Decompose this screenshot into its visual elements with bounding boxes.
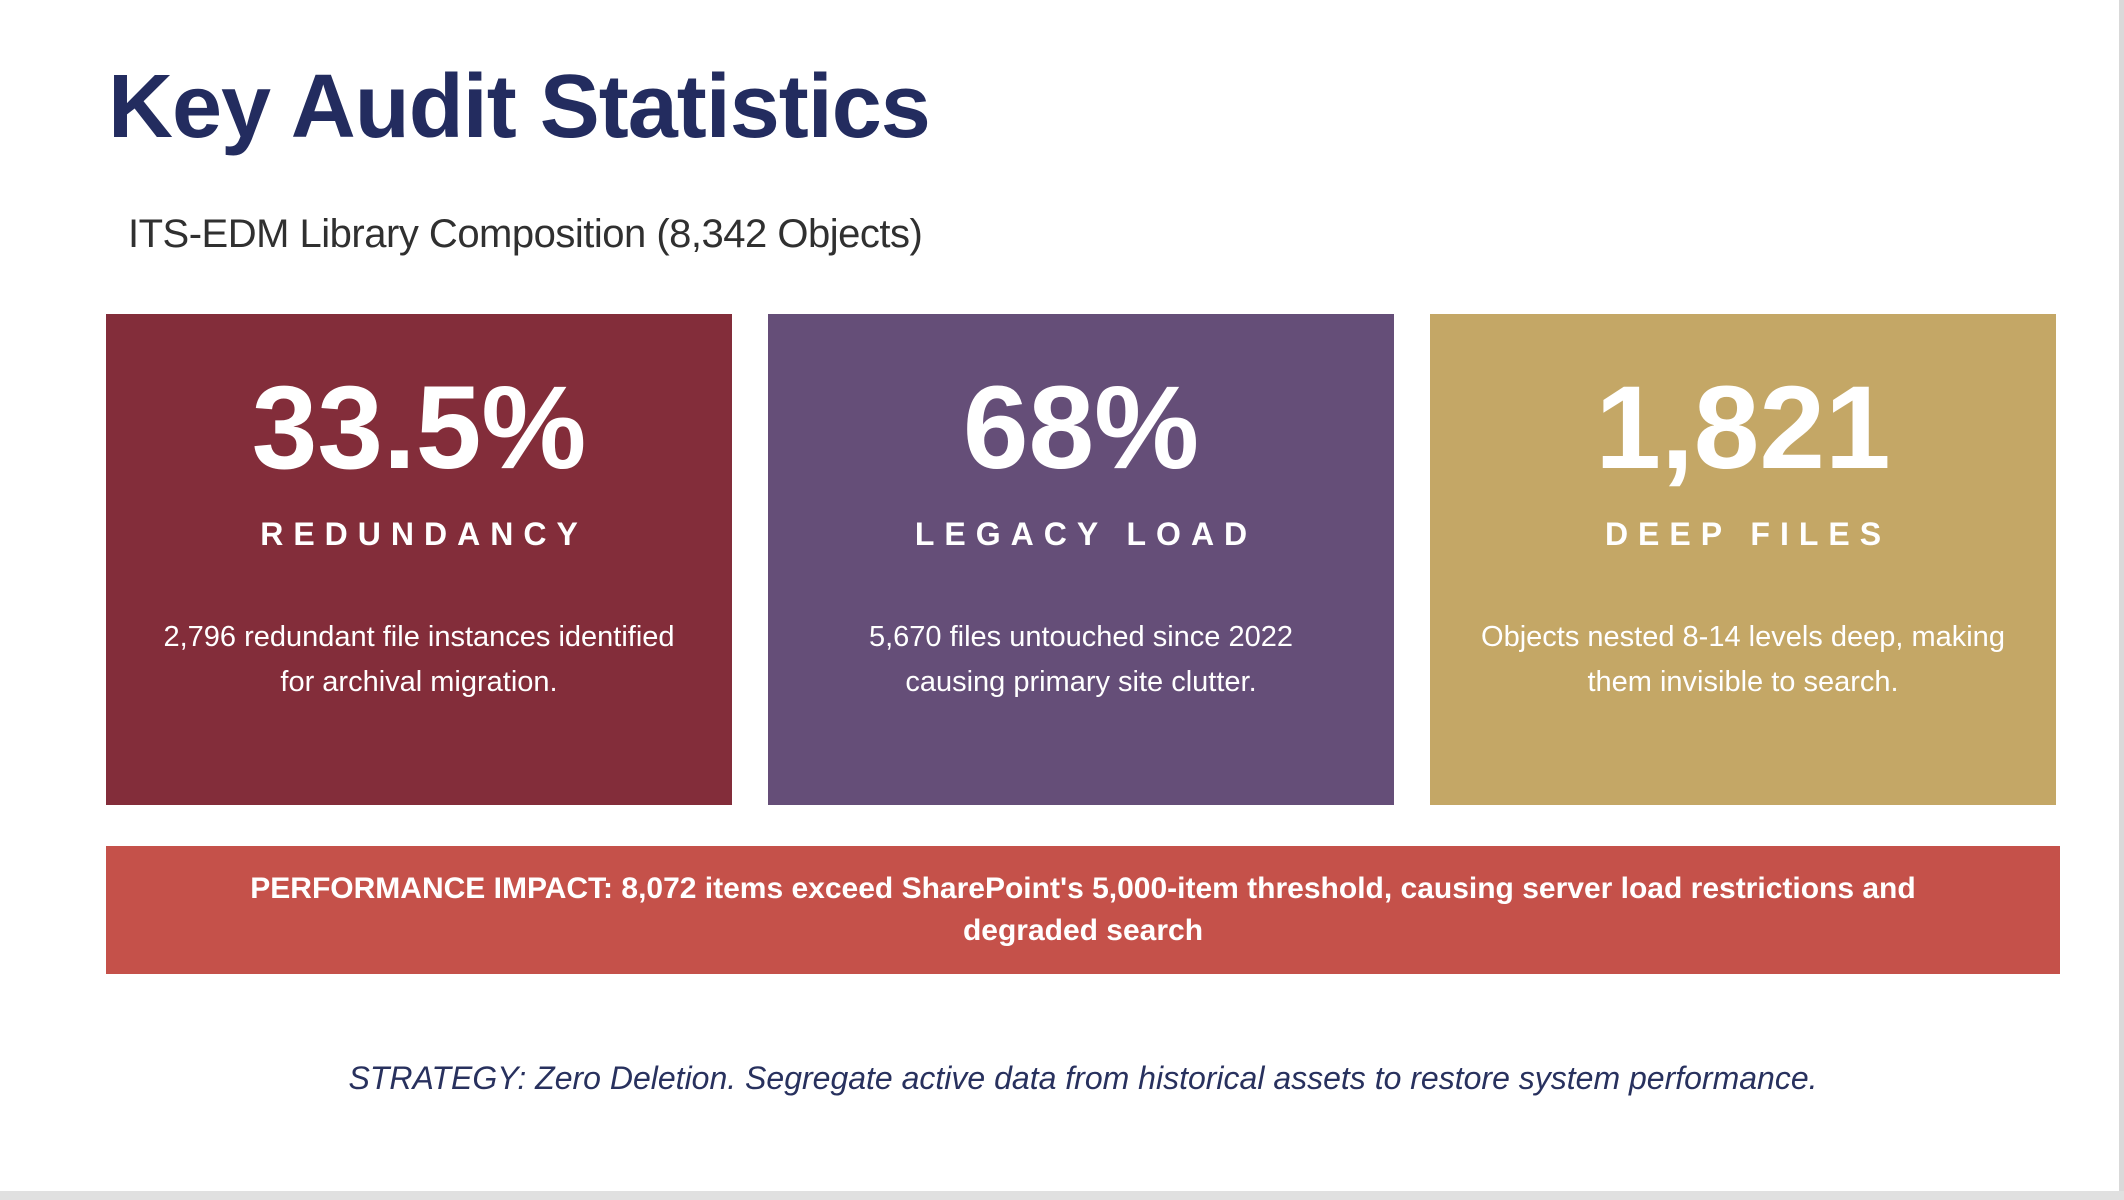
stat-card-redundancy: 33.5% REDUNDANCY 2,796 redundant file in… (106, 314, 732, 805)
stat-cards-row: 33.5% REDUNDANCY 2,796 redundant file in… (106, 314, 2056, 805)
impact-banner-line2: degraded search (962, 914, 1204, 947)
page-title: Key Audit Statistics (108, 57, 931, 157)
slide-subtitle: ITS-EDM Library Composition (8,342 Objec… (128, 212, 923, 256)
stat-label-redundancy: REDUNDANCY (260, 515, 588, 552)
stat-label-legacy-load: LEGACY LOAD (914, 515, 1258, 552)
stat-card-deep-files: 1,821 DEEP FILES Objects nested 8-14 lev… (1430, 314, 2056, 805)
stat-value-legacy-load: 68% (962, 362, 1200, 494)
stat-label-deep-files: DEEP FILES (1604, 515, 1892, 552)
stat-card-legacy-load: 68% LEGACY LOAD 5,670 files untouched si… (768, 314, 1394, 805)
slide-right-edge (2119, 0, 2124, 1200)
stat-description-legacy-load: 5,670 files untouched since 2022 causing… (868, 621, 1294, 699)
stat-description-redundancy: 2,796 redundant file instances identifie… (163, 621, 675, 699)
stat-value-redundancy: 33.5% (251, 362, 587, 494)
impact-banner-line1: PERFORMANCE IMPACT: 8,072 items exceed S… (250, 872, 1916, 905)
strategy-note: STRATEGY: Zero Deletion. Segregate activ… (348, 1060, 1818, 1096)
performance-impact-banner: PERFORMANCE IMPACT: 8,072 items exceed S… (106, 846, 2060, 974)
stat-description-deep-files: Objects nested 8-14 levels deep, making … (1481, 621, 2005, 699)
stat-value-deep-files: 1,821 (1595, 362, 1891, 494)
slide-bottom-edge (0, 1191, 2124, 1200)
